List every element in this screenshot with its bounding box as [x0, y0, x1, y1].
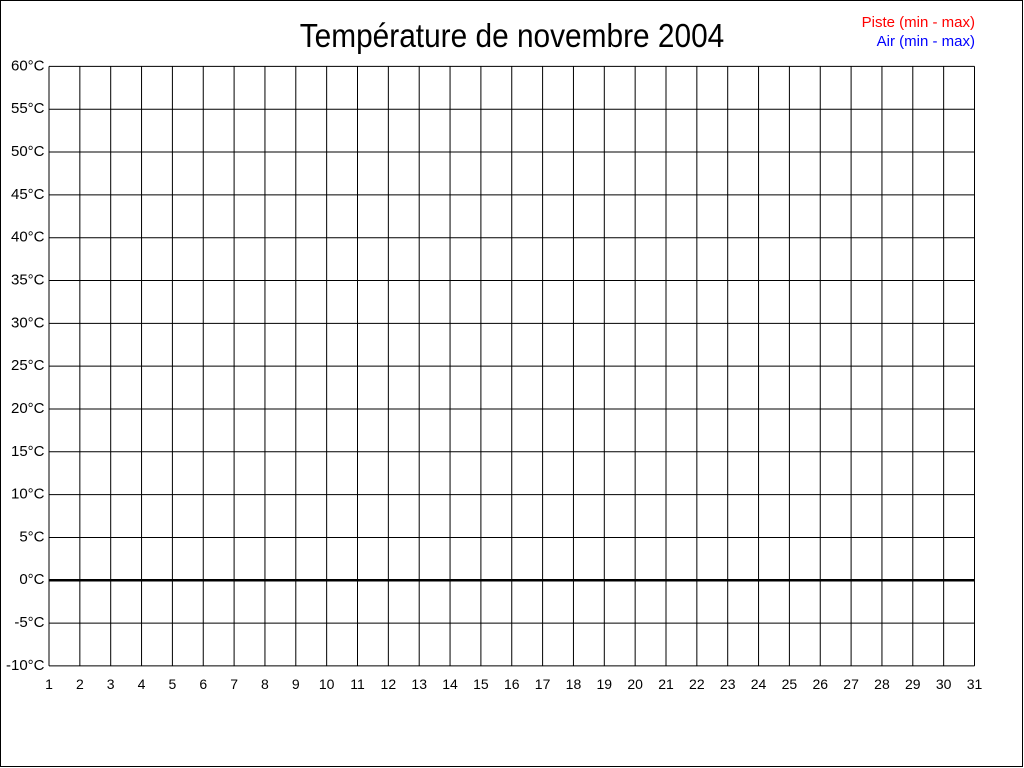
svg-text:5: 5	[169, 676, 177, 692]
svg-text:0°C: 0°C	[19, 571, 44, 588]
svg-text:50°C: 50°C	[11, 143, 45, 160]
svg-text:7: 7	[230, 676, 238, 692]
svg-text:35°C: 35°C	[11, 271, 45, 288]
svg-text:18: 18	[566, 676, 582, 692]
svg-text:13: 13	[411, 676, 427, 692]
svg-text:6: 6	[199, 676, 207, 692]
svg-text:30: 30	[936, 676, 952, 692]
svg-text:4: 4	[138, 676, 146, 692]
svg-text:15: 15	[473, 676, 489, 692]
svg-text:-5°C: -5°C	[14, 614, 44, 631]
svg-text:60°C: 60°C	[11, 57, 45, 74]
svg-text:21: 21	[658, 676, 674, 692]
svg-text:-10°C: -10°C	[6, 657, 45, 674]
svg-text:28: 28	[874, 676, 890, 692]
svg-text:25°C: 25°C	[11, 357, 45, 374]
svg-text:25: 25	[782, 676, 798, 692]
svg-text:14: 14	[442, 676, 458, 692]
svg-text:5°C: 5°C	[19, 528, 44, 545]
svg-text:1: 1	[45, 676, 53, 692]
svg-text:3: 3	[107, 676, 115, 692]
svg-text:12: 12	[381, 676, 397, 692]
svg-text:24: 24	[751, 676, 767, 692]
svg-text:20°C: 20°C	[11, 400, 45, 417]
svg-text:15°C: 15°C	[11, 443, 45, 460]
svg-text:10°C: 10°C	[11, 486, 45, 503]
svg-text:55°C: 55°C	[11, 100, 45, 117]
svg-text:40°C: 40°C	[11, 229, 45, 246]
svg-text:26: 26	[812, 676, 828, 692]
svg-text:8: 8	[261, 676, 269, 692]
svg-text:20: 20	[627, 676, 643, 692]
svg-text:31: 31	[967, 676, 983, 692]
svg-text:19: 19	[597, 676, 613, 692]
svg-text:27: 27	[843, 676, 859, 692]
svg-text:30°C: 30°C	[11, 314, 45, 331]
svg-text:16: 16	[504, 676, 520, 692]
svg-text:23: 23	[720, 676, 736, 692]
svg-text:10: 10	[319, 676, 335, 692]
svg-text:22: 22	[689, 676, 705, 692]
svg-text:9: 9	[292, 676, 300, 692]
svg-text:45°C: 45°C	[11, 186, 45, 203]
svg-text:29: 29	[905, 676, 921, 692]
svg-text:2: 2	[76, 676, 84, 692]
svg-text:17: 17	[535, 676, 551, 692]
svg-text:11: 11	[350, 676, 365, 692]
